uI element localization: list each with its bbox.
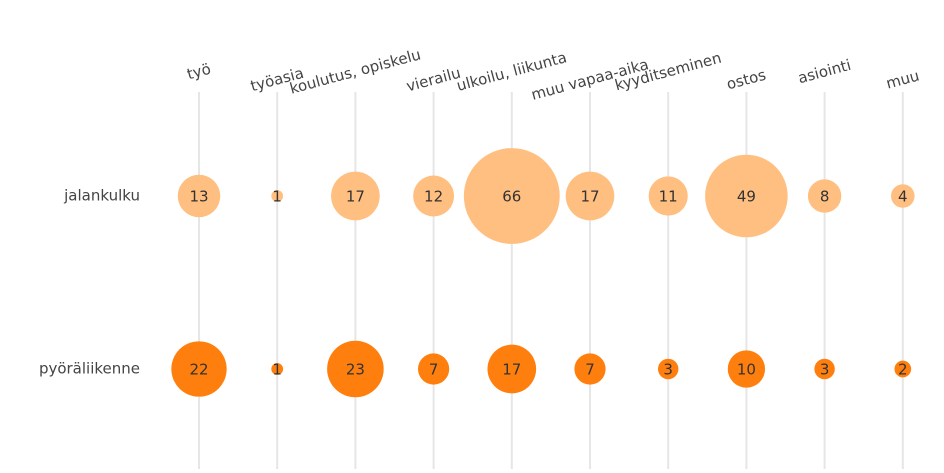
bubble: [807, 179, 842, 213]
value-label: 3: [663, 361, 673, 379]
bubble: [327, 340, 384, 398]
value-label: 7: [585, 361, 595, 379]
bubble: [727, 350, 766, 388]
value-label: 22: [189, 361, 208, 379]
value-label: 4: [898, 188, 908, 206]
value-label: 3: [820, 361, 830, 379]
bubble: [177, 174, 221, 218]
value-label: 66: [502, 188, 521, 206]
value-label: 10: [737, 361, 756, 379]
bubble: [574, 353, 606, 385]
value-label: 11: [659, 188, 678, 206]
bubble: [417, 353, 450, 385]
bubble: [814, 358, 835, 380]
bubble: [657, 358, 679, 380]
row-label: pyöräliikenne: [39, 360, 140, 378]
bubble: [171, 341, 227, 397]
value-label: 13: [189, 188, 208, 206]
value-label: 12: [424, 188, 443, 206]
value-label: 23: [346, 361, 365, 379]
column-label: vierailu: [404, 64, 462, 96]
value-label: 7: [429, 361, 439, 379]
value-label: 17: [502, 361, 521, 379]
value-label: 49: [737, 188, 756, 206]
bubble: [487, 344, 537, 394]
bubble: [565, 171, 615, 221]
value-label: 17: [580, 188, 599, 206]
bubble: [271, 363, 284, 375]
column-label: työ: [185, 60, 213, 84]
bubble: [891, 184, 915, 208]
value-label: 8: [820, 188, 830, 206]
value-label: 17: [346, 188, 365, 206]
column-label: asiointi: [796, 56, 853, 87]
column-label: koulutus, opiskelu: [288, 45, 423, 97]
bubble: [648, 176, 688, 216]
value-label: 2: [898, 361, 908, 379]
value-label: 1: [272, 188, 282, 206]
bubble: [463, 148, 560, 244]
column-label: muu: [884, 66, 921, 92]
bubble: [331, 171, 380, 221]
bubble: [705, 154, 788, 238]
value-label: 1: [272, 361, 282, 379]
bubble: [894, 360, 912, 378]
row-label: jalankulku: [63, 187, 140, 205]
bubble: [413, 175, 455, 217]
bubble: [271, 190, 284, 202]
column-label: ostos: [725, 66, 768, 94]
